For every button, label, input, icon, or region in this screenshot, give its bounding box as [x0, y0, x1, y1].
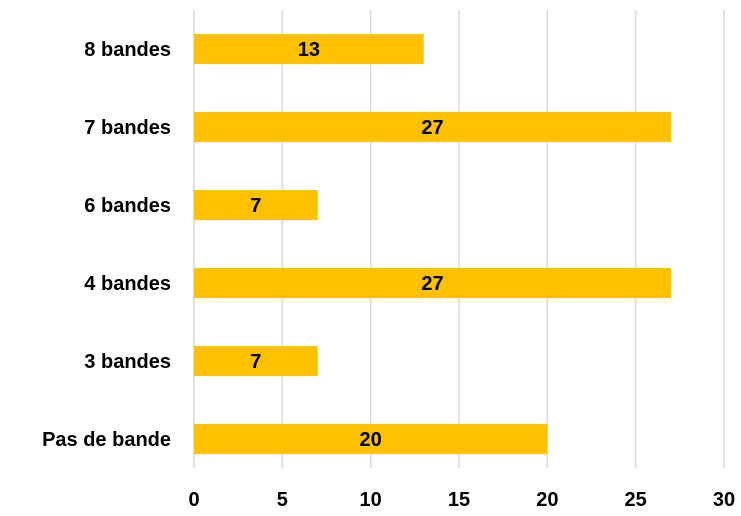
bars: 20 7 27 7 27 13 [194, 34, 671, 454]
bar [194, 268, 671, 298]
bar [194, 346, 318, 376]
data-label: 27 [421, 117, 443, 139]
x-tick-label: 30 [713, 489, 735, 511]
bar [194, 34, 424, 64]
value-axis: 0 5 10 15 20 25 30 [188, 489, 735, 511]
x-tick-label: 20 [536, 489, 558, 511]
bar [194, 424, 548, 454]
x-tick-label: 0 [188, 489, 199, 511]
data-label: 7 [250, 351, 261, 373]
data-label: 27 [421, 273, 443, 295]
category-label: 8 bandes [84, 39, 171, 61]
bar [194, 112, 671, 142]
category-label: 3 bandes [84, 351, 171, 373]
category-label: 7 bandes [84, 117, 171, 139]
x-tick-label: 15 [448, 489, 470, 511]
data-label: 20 [360, 429, 382, 451]
x-tick-label: 5 [277, 489, 288, 511]
gridlines [193, 10, 725, 468]
x-tick-label: 10 [360, 489, 382, 511]
category-label: 6 bandes [84, 195, 171, 217]
category-axis: Pas de bande 3 bandes 4 bandes 6 bandes 7 ba… [42, 39, 171, 451]
category-label: 4 bandes [84, 273, 171, 295]
bar [194, 190, 318, 220]
data-label: 13 [298, 39, 320, 61]
x-tick-label: 25 [625, 489, 647, 511]
data-label: 7 [250, 195, 261, 217]
category-label: Pas de bande [42, 429, 171, 451]
